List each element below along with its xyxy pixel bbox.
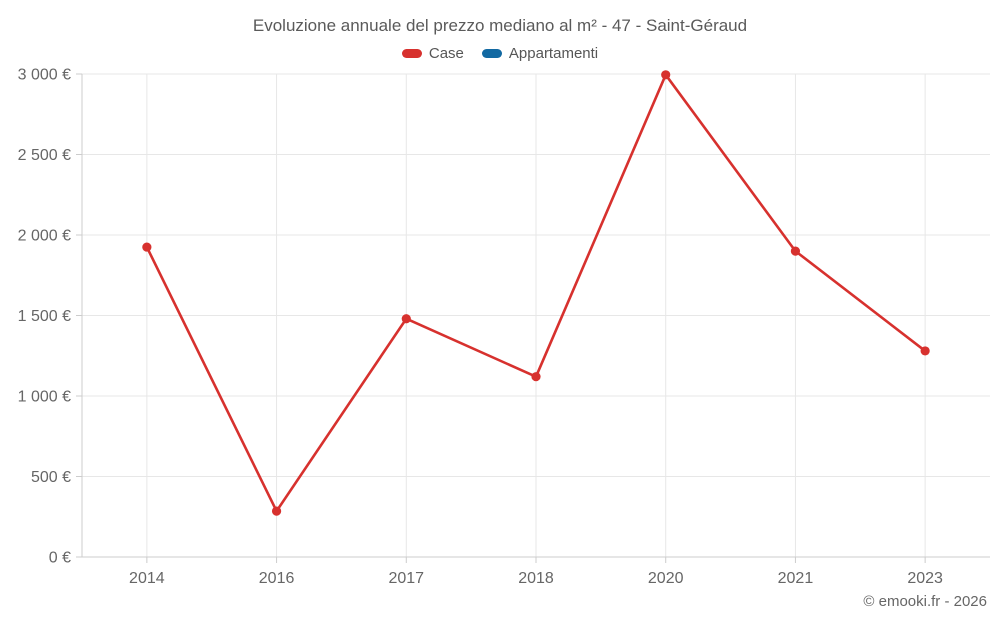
- data-point-case-2014[interactable]: [142, 242, 152, 252]
- credit-text: © emooki.fr - 2026: [863, 593, 987, 610]
- data-point-case-2018[interactable]: [531, 372, 541, 382]
- chart-title: Evoluzione annuale del prezzo mediano al…: [252, 16, 748, 35]
- legend-label-case: Case: [428, 45, 464, 62]
- data-point-case-2023[interactable]: [920, 346, 930, 356]
- x-tick-label: 2021: [778, 570, 814, 587]
- y-tick-label: 1 500 €: [18, 308, 71, 325]
- data-point-case-2021[interactable]: [790, 246, 801, 256]
- legend-swatch-appartamenti-icon: [481, 49, 502, 58]
- data-point-case-2020[interactable]: [661, 70, 671, 80]
- legend-label-appartamenti: Appartamenti: [508, 45, 599, 62]
- legend-item-appartamenti[interactable]: Appartamenti: [481, 45, 599, 62]
- x-tick-label: 2023: [907, 570, 943, 587]
- x-tick-label: 2017: [388, 570, 424, 587]
- data-point-case-2016[interactable]: [271, 506, 282, 516]
- y-tick-label: 2 500 €: [18, 147, 71, 164]
- y-tick-label: 3 000 €: [18, 67, 71, 84]
- legend-item-case[interactable]: Case: [401, 45, 464, 62]
- y-tick-label: 2 000 €: [18, 228, 71, 245]
- y-tick-label: 1 000 €: [18, 389, 71, 406]
- legend: Case Appartamenti: [0, 45, 1000, 62]
- data-point-case-2017[interactable]: [401, 314, 411, 324]
- x-tick-label: 2020: [648, 570, 684, 587]
- x-tick-label: 2018: [518, 570, 554, 587]
- x-tick-label: 2014: [129, 570, 165, 587]
- x-tick-label: 2016: [259, 570, 295, 587]
- y-tick-label: 500 €: [31, 469, 71, 486]
- y-tick-label: 0 €: [49, 550, 71, 567]
- legend-swatch-case-icon: [401, 49, 422, 58]
